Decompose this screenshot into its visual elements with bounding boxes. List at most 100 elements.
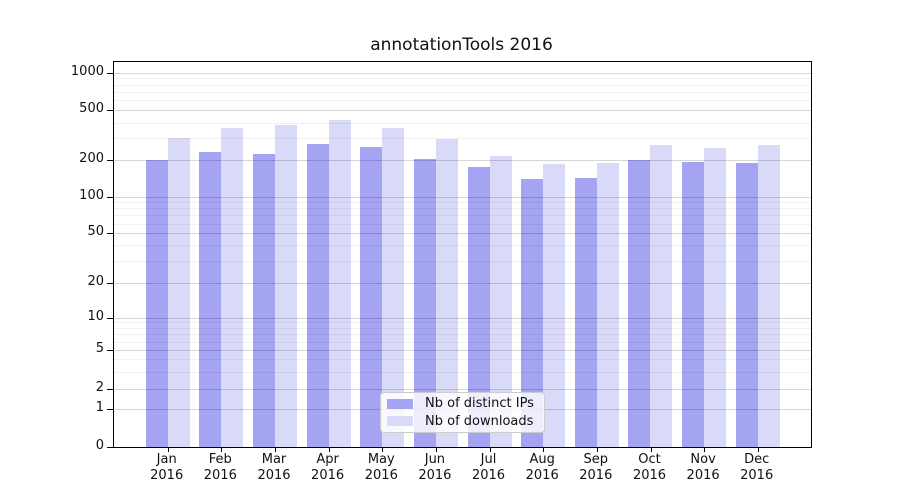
x-tick xyxy=(704,447,706,452)
grid-line-minor xyxy=(114,202,811,204)
x-tick-label: Aug 2016 xyxy=(525,452,559,483)
y-tick xyxy=(107,388,113,390)
x-tick xyxy=(543,447,545,452)
x-tick xyxy=(435,447,438,452)
bar-distinct-ips xyxy=(735,163,758,447)
legend: Nb of distinct IPs Nb of downloads xyxy=(380,392,545,433)
legend-swatch xyxy=(387,416,413,427)
y-tick-label: 2 xyxy=(95,379,104,395)
y-tick-label: 100 xyxy=(79,187,104,203)
grid-line-minor xyxy=(114,260,811,262)
grid-line-minor xyxy=(114,215,811,217)
bar-distinct-ips xyxy=(145,160,168,447)
x-tick xyxy=(596,447,598,452)
grid-line-minor xyxy=(114,245,811,247)
grid-line-minor xyxy=(114,100,811,102)
grid-line-major xyxy=(114,233,811,234)
y-tick-label: 20 xyxy=(87,273,104,289)
y-tick-label: 5 xyxy=(95,341,104,356)
x-tick-label: Dec 2016 xyxy=(740,452,774,483)
bar-downloads xyxy=(221,127,244,447)
y-tick xyxy=(107,233,113,235)
legend-label: Nb of downloads xyxy=(425,413,534,429)
grid-line-major xyxy=(114,160,811,162)
x-tick-label: Jun 2016 xyxy=(418,452,452,483)
grid-line-minor xyxy=(114,122,811,124)
x-tick xyxy=(275,447,277,452)
bar-distinct-ips xyxy=(574,177,597,447)
x-tick-label: Sep 2016 xyxy=(579,452,613,483)
legend-swatch xyxy=(387,398,413,409)
chart-title: annotationTools 2016 xyxy=(370,35,553,55)
y-tick xyxy=(107,447,113,449)
y-tick xyxy=(107,282,113,284)
x-tick xyxy=(167,447,169,452)
grid-line-major xyxy=(114,72,811,74)
bar-downloads xyxy=(167,138,190,447)
y-tick xyxy=(107,110,113,112)
x-tick-label: Jul 2016 xyxy=(471,452,506,483)
grid-line-minor xyxy=(114,334,811,336)
x-tick xyxy=(650,447,652,452)
x-tick xyxy=(489,447,491,452)
grid-line-minor xyxy=(114,78,811,80)
bar-distinct-ips xyxy=(628,160,651,447)
y-tick-label: 1000 xyxy=(70,63,104,79)
y-tick-label: 1 xyxy=(95,399,104,415)
y-tick-label: 200 xyxy=(79,151,104,167)
grid-line-minor xyxy=(114,359,811,361)
grid-line-minor xyxy=(114,223,811,225)
bar-downloads xyxy=(596,163,619,447)
grid-line-minor xyxy=(114,84,811,86)
grid-line-minor xyxy=(114,322,811,324)
x-tick xyxy=(328,447,330,452)
y-tick-label: 0 xyxy=(95,438,104,453)
grid-line-minor xyxy=(114,341,811,343)
grid-line-major xyxy=(114,350,811,351)
bar-downloads xyxy=(543,164,566,447)
bar-distinct-ips xyxy=(252,153,275,447)
grid-line-major xyxy=(114,388,811,390)
bar-distinct-ips xyxy=(682,161,705,447)
x-tick xyxy=(221,447,223,452)
y-tick xyxy=(107,350,113,352)
x-tick-label: Feb 2016 xyxy=(203,452,237,483)
y-tick xyxy=(107,408,113,410)
legend-item: Nb of downloads xyxy=(387,413,536,431)
x-tick-label: Jan 2016 xyxy=(150,452,184,483)
grid-line-minor xyxy=(114,92,811,93)
y-tick-label: 10 xyxy=(87,308,104,324)
x-tick-label: Apr 2016 xyxy=(311,452,345,483)
bar-distinct-ips xyxy=(413,158,436,447)
grid-line-major xyxy=(114,110,811,112)
bar-distinct-ips xyxy=(467,167,490,447)
bar-distinct-ips xyxy=(199,151,222,447)
bar-downloads xyxy=(489,156,512,447)
grid-line-major xyxy=(114,317,811,319)
plot-area xyxy=(107,61,812,452)
bar-downloads xyxy=(650,144,673,447)
x-tick-label: Oct 2016 xyxy=(632,452,667,483)
x-tick-label: May 2016 xyxy=(364,452,398,483)
y-tick xyxy=(107,160,113,162)
legend-item: Nb of distinct IPs xyxy=(387,395,536,413)
bar-downloads xyxy=(382,128,405,447)
grid-line-minor xyxy=(114,328,811,329)
grid-line-minor xyxy=(114,138,811,140)
y-tick-label: 50 xyxy=(87,224,104,239)
y-tick xyxy=(107,317,113,319)
y-tick xyxy=(107,72,113,74)
bar-distinct-ips xyxy=(306,143,329,447)
bar-distinct-ips xyxy=(521,179,544,447)
bar-distinct-ips xyxy=(360,147,383,447)
x-tick-label: Nov 2016 xyxy=(686,452,720,483)
bar-downloads xyxy=(704,148,727,447)
grid-line-minor xyxy=(114,208,811,210)
grid-line-minor xyxy=(114,371,811,373)
bar-downloads xyxy=(328,119,351,447)
grid-line-major xyxy=(114,196,811,198)
x-tick-label: Mar 2016 xyxy=(257,452,291,483)
y-tick xyxy=(107,196,113,198)
bar-downloads xyxy=(435,139,458,447)
